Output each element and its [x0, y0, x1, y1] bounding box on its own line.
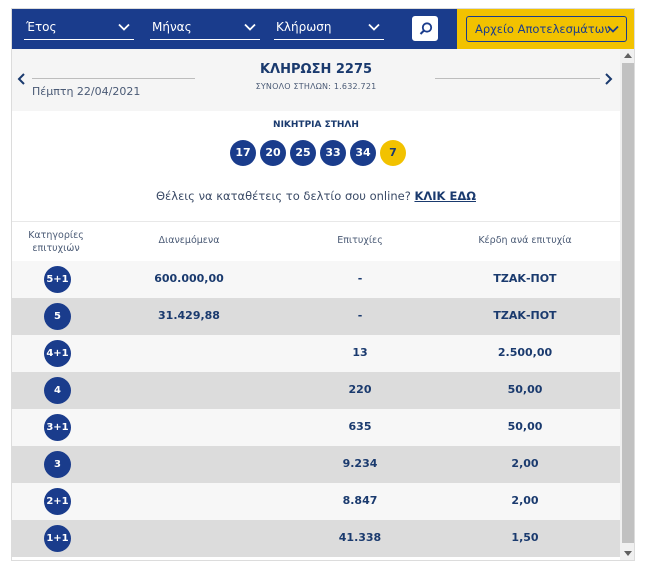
draw-select-label: Κλήρωση: [276, 20, 332, 34]
chevron-down-icon: [607, 25, 619, 33]
draw-date: Πέμπτη 22/04/2021: [32, 85, 141, 98]
column-header-prize: Κέρδη ανά επιτυχία: [478, 235, 572, 246]
archive-results-button[interactable]: Αρχείο Αποτελεσμάτων: [466, 16, 627, 42]
scrollbar-thumb[interactable]: [622, 63, 634, 543]
winners-count: 13: [352, 346, 368, 359]
joker-number-ball: 7: [380, 140, 406, 166]
prize-per-winner: 2,00: [511, 494, 539, 507]
column-header-categories: Κατηγορίες επιτυχιών: [22, 229, 90, 255]
table-row: 2+1 8.847 2,00: [12, 483, 620, 520]
winners-count: -: [357, 272, 363, 285]
winning-number-ball: 34: [350, 140, 376, 166]
table-row: 4 220 50,00: [12, 372, 620, 409]
category-badge: 5+1: [44, 266, 71, 293]
chevron-down-icon: [118, 23, 130, 31]
archive-results-label: Αρχείο Αποτελεσμάτων: [475, 22, 611, 36]
draw-navigation: Πέμπτη 22/04/2021 ΚΛΗΡΩΣΗ 2275 ΣΥΝΟΛΟ ΣΤ…: [12, 49, 620, 111]
column-header-categories-line1: Κατηγορίες: [28, 230, 84, 241]
winning-column-title: ΝΙΚΗΤΡΙΑ ΣΤΗΛΗ: [273, 120, 359, 130]
category-badge: 4: [44, 377, 71, 404]
month-select-label: Μήνας: [152, 20, 192, 34]
results-content: Πέμπτη 22/04/2021 ΚΛΗΡΩΣΗ 2275 ΣΥΝΟΛΟ ΣΤ…: [12, 49, 620, 560]
winners-count: 635: [348, 420, 372, 433]
column-header-categories-line2: επιτυχιών: [32, 243, 80, 254]
winning-number-ball: 17: [230, 140, 256, 166]
prize-per-winner: ΤΖΑΚ-ΠΟΤ: [493, 272, 557, 285]
prize-per-winner: 50,00: [507, 383, 543, 396]
month-select[interactable]: Μήνας: [150, 18, 260, 40]
prize-per-winner: 50,00: [507, 420, 543, 433]
prize-per-winner: 2.500,00: [497, 346, 553, 359]
scroll-down-arrow-icon[interactable]: [624, 551, 632, 557]
table-row: 1+1 41.338 1,50: [12, 520, 620, 557]
total-columns: ΣΥΝΟΛΟ ΣΤΗΛΩΝ: 1.632.721: [255, 82, 377, 91]
scroll-up-arrow-icon[interactable]: [624, 52, 632, 58]
winners-count: 8.847: [342, 494, 378, 507]
year-select[interactable]: Έτος: [24, 18, 134, 40]
prize-per-winner: 1,50: [511, 531, 539, 544]
column-header-winners: Επιτυχίες: [337, 235, 383, 246]
chevron-right-icon[interactable]: [602, 71, 616, 87]
category-badge: 3: [44, 451, 71, 478]
results-widget: Έτος Μήνας Κλήρωση Αρχείο Αποτελεσμάτων: [11, 8, 635, 561]
table-row: 5+1 600.000,00 - ΤΖΑΚ-ΠΟΤ: [12, 261, 620, 298]
category-badge: 2+1: [44, 488, 71, 515]
nav-divider-right: [435, 78, 600, 79]
click-here-link[interactable]: ΚΛΙΚ ΕΔΩ: [414, 189, 476, 203]
year-select-label: Έτος: [26, 20, 57, 34]
winners-count: 9.234: [342, 457, 378, 470]
draw-title: ΚΛΗΡΩΣΗ 2275: [259, 62, 373, 77]
winners-count: 220: [348, 383, 372, 396]
filter-bar: Έτος Μήνας Κλήρωση Αρχείο Αποτελεσμάτων: [12, 9, 634, 49]
distributed-amount: 600.000,00: [154, 272, 224, 285]
winning-number-ball: 33: [320, 140, 346, 166]
draw-select[interactable]: Κλήρωση: [274, 18, 384, 40]
search-button[interactable]: [412, 16, 438, 41]
prize-per-winner: ΤΖΑΚ-ΠΟΤ: [493, 309, 557, 322]
category-badge: 4+1: [44, 340, 71, 367]
prize-per-winner: 2,00: [511, 457, 539, 470]
winners-count: 41.338: [338, 531, 382, 544]
chevron-down-icon: [244, 23, 256, 31]
category-badge: 5: [44, 303, 71, 330]
chevron-down-icon: [368, 23, 380, 31]
nav-divider-left: [32, 78, 195, 79]
online-bet-text: Θέλεις να καταθέτεις το δελτίο σου onlin…: [156, 189, 411, 203]
table-row: 4+1 13 2.500,00: [12, 335, 620, 372]
winning-number-ball: 20: [260, 140, 286, 166]
table-row: 3+1 635 50,00: [12, 409, 620, 446]
table-row: 5 31.429,88 - ΤΖΑΚ-ΠΟΤ: [12, 298, 620, 335]
prize-table-header: Κατηγορίες επιτυχιών Διανεμόμενα Επιτυχί…: [12, 221, 620, 261]
chevron-left-icon[interactable]: [14, 71, 28, 87]
online-bet-prompt: Θέλεις να καταθέτεις το δελτίο σου onlin…: [12, 189, 620, 203]
vertical-scrollbar[interactable]: [620, 49, 634, 560]
winning-number-ball: 25: [290, 140, 316, 166]
archive-area: Αρχείο Αποτελεσμάτων: [457, 9, 634, 49]
distributed-amount: 31.429,88: [158, 309, 220, 322]
column-header-distributed: Διανεμόμενα: [158, 235, 220, 246]
search-icon: [419, 22, 433, 35]
category-badge: 3+1: [44, 414, 71, 441]
table-row: 3 9.234 2,00: [12, 446, 620, 483]
winners-count: -: [357, 309, 363, 322]
category-badge: 1+1: [44, 525, 71, 552]
